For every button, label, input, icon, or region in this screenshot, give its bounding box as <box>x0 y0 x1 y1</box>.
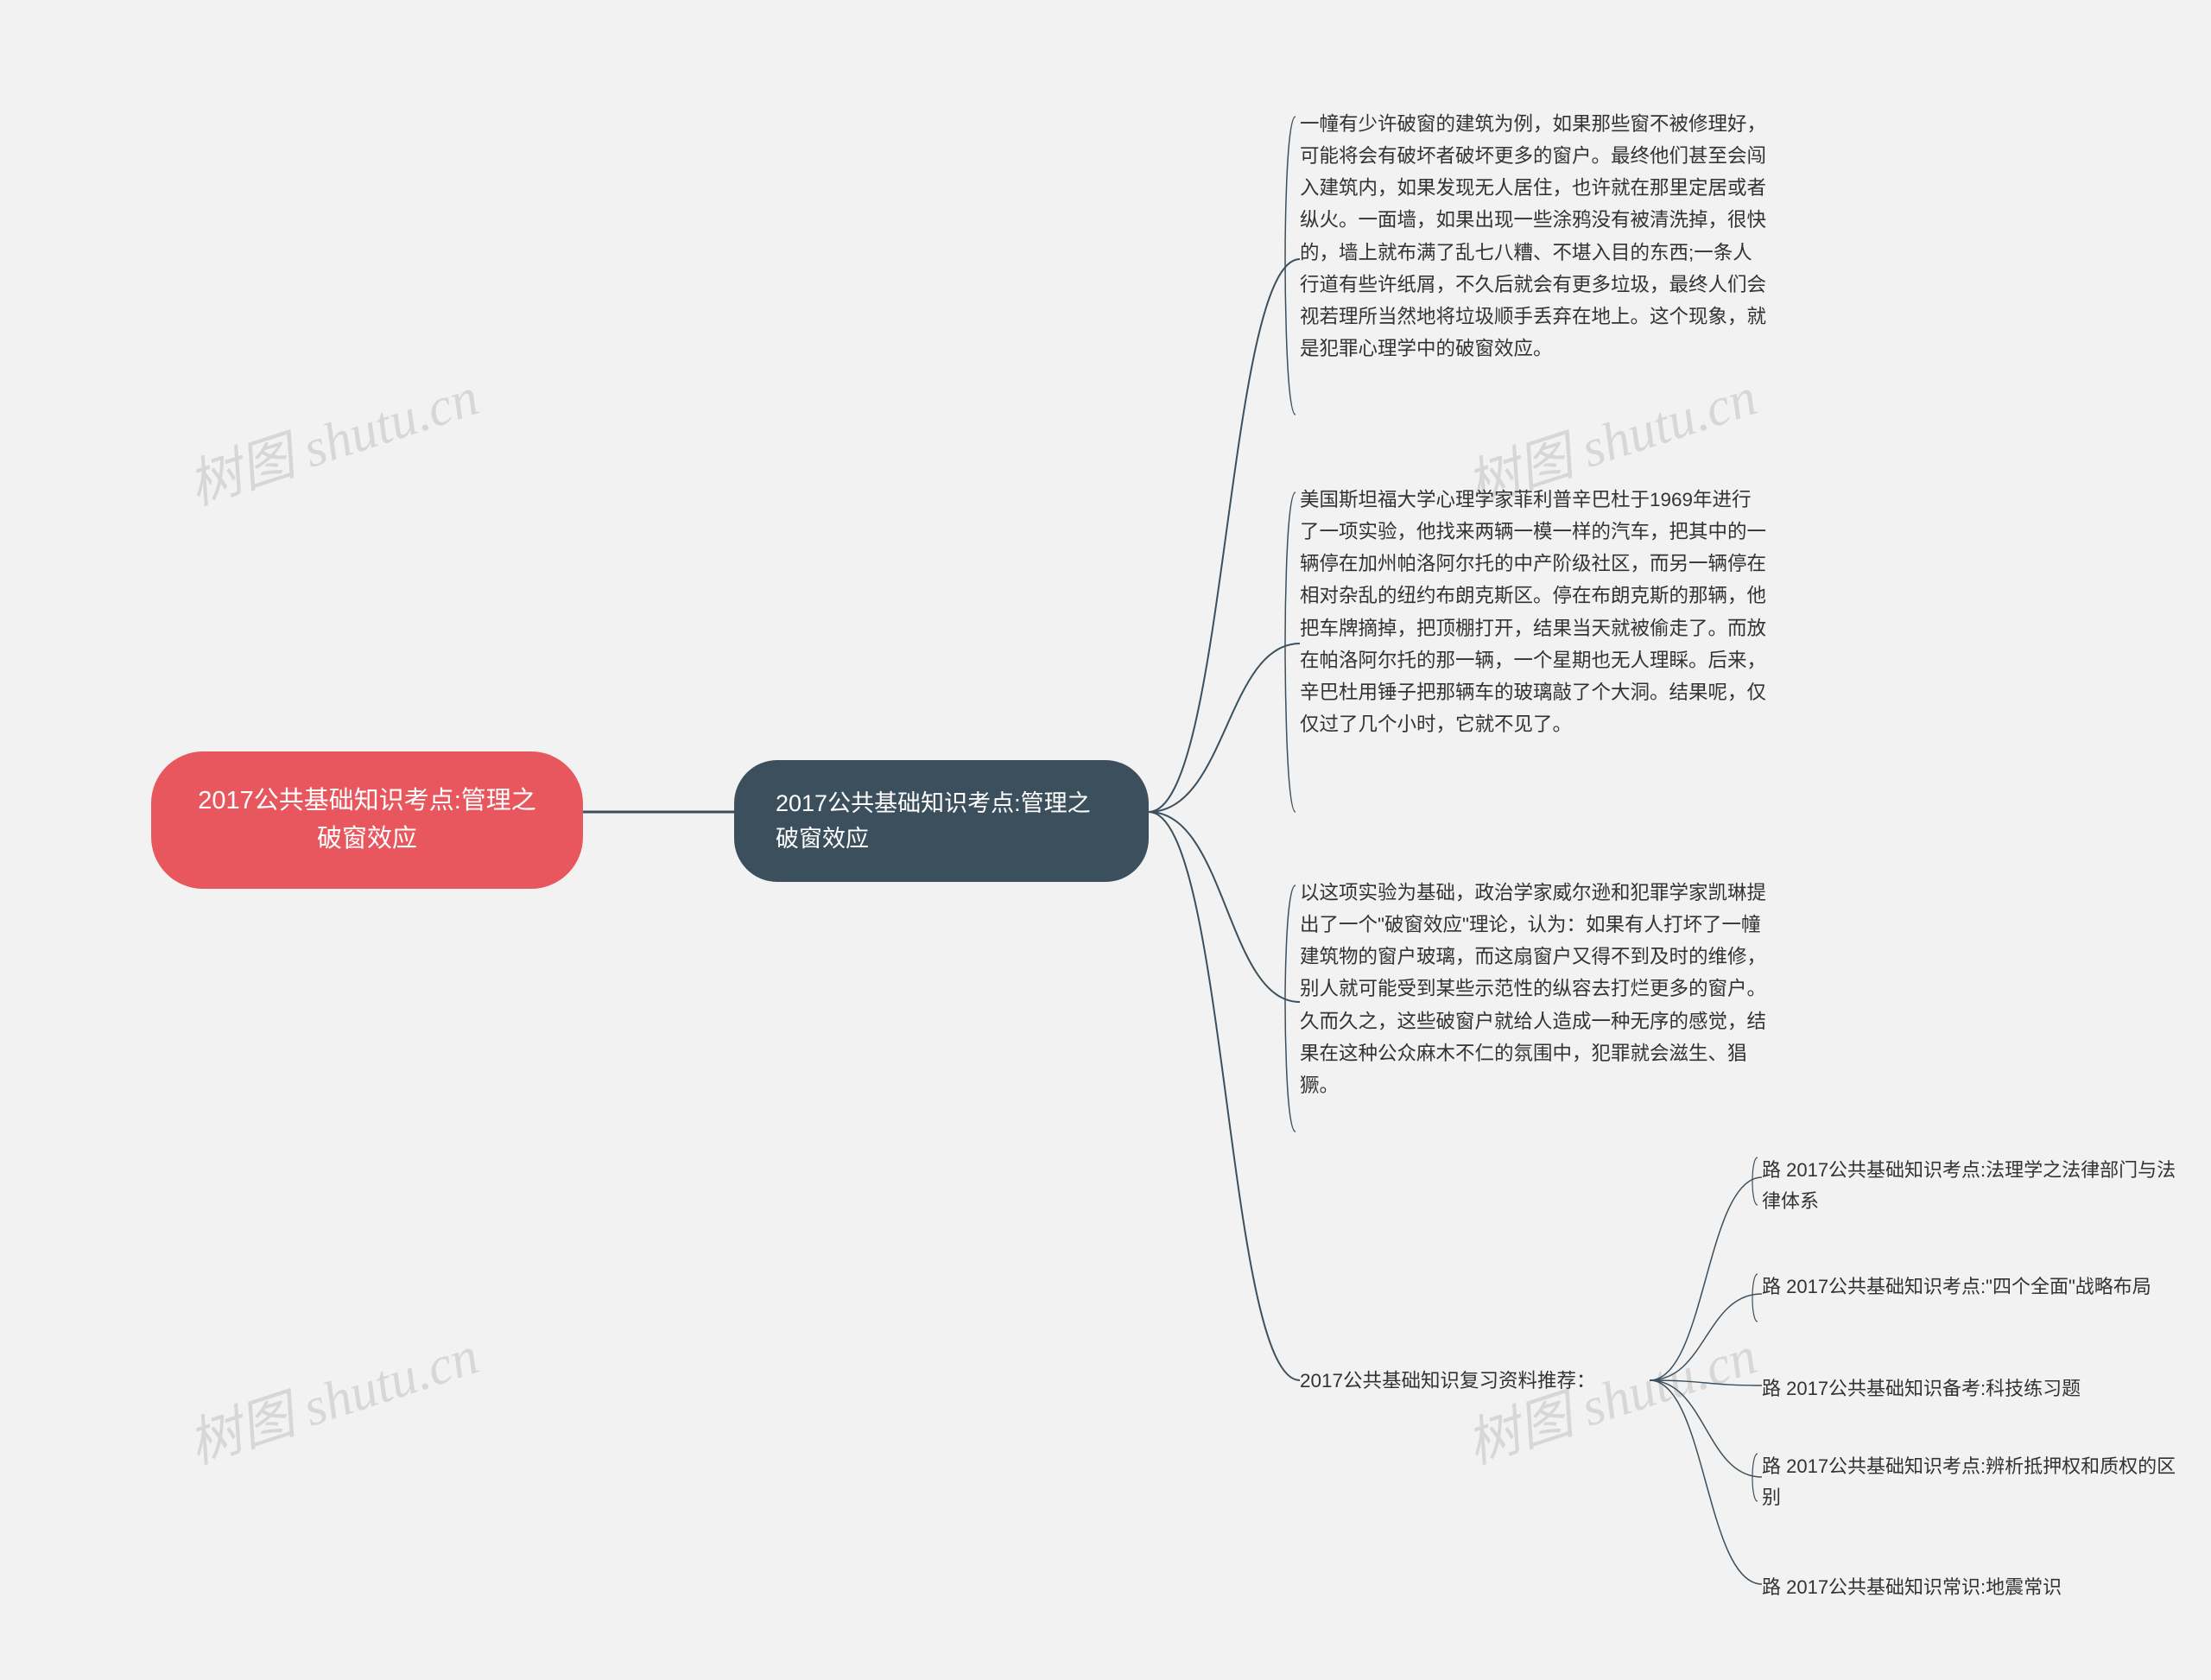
leaf-node[interactable]: 以这项实验为基础，政治学家威尔逊和犯罪学家凯琳提出了一个"破窗效应"理论，认为：… <box>1300 877 1771 1101</box>
sub-leaf-node[interactable]: 路 2017公共基础知识考点:法理学之法律部门与法律体系 <box>1762 1155 2176 1218</box>
sub-leaf-node[interactable]: 路 2017公共基础知识备考:科技练习题 <box>1762 1373 2176 1404</box>
branch-node[interactable]: 2017公共基础知识考点:管理之破窗效应 <box>734 760 1149 882</box>
watermark: 树图 shutu.cn <box>177 1311 487 1478</box>
root-node[interactable]: 2017公共基础知识考点:管理之破窗效应 <box>151 751 583 889</box>
leaf-node[interactable]: 一幢有少许破窗的建筑为例，如果那些窗不被修理好，可能将会有破坏者破坏更多的窗户。… <box>1300 108 1771 365</box>
leaf-node[interactable]: 美国斯坦福大学心理学家菲利普辛巴杜于1969年进行了一项实验，他找来两辆一模一样… <box>1300 484 1771 740</box>
leaf-node[interactable]: 2017公共基础知识复习资料推荐： <box>1300 1365 1645 1397</box>
branch-label: 2017公共基础知识考点:管理之破窗效应 <box>776 790 1091 852</box>
mindmap-canvas: 树图 shutu.cn 树图 shutu.cn 树图 shutu.cn 树图 s… <box>0 0 2211 1680</box>
sub-leaf-node[interactable]: 路 2017公共基础知识考点:辨析抵押权和质权的区别 <box>1762 1451 2176 1514</box>
sub-leaf-node[interactable]: 路 2017公共基础知识常识:地震常识 <box>1762 1572 2176 1603</box>
watermark: 树图 shutu.cn <box>177 352 487 519</box>
sub-leaf-node[interactable]: 路 2017公共基础知识考点:"四个全面"战略布局 <box>1762 1271 2176 1303</box>
root-label: 2017公共基础知识考点:管理之破窗效应 <box>198 787 536 853</box>
